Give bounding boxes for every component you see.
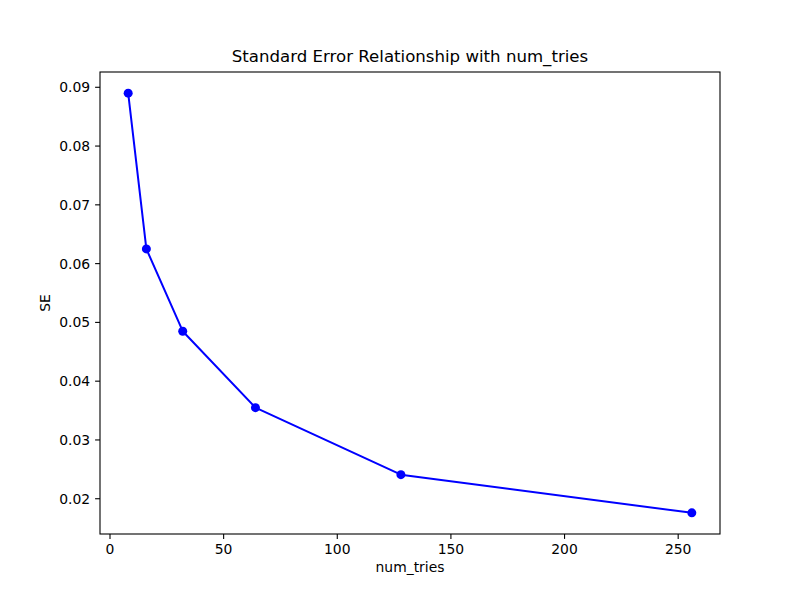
data-point-marker: [124, 89, 133, 98]
x-tick-label: 0: [106, 541, 115, 557]
x-tick-label: 50: [215, 541, 233, 557]
data-point-marker: [687, 508, 696, 517]
line-chart: 0 50 100 150 200 250 0.02 0.03 0.04 0.05 0.06 0.07…: [0, 0, 800, 600]
y-tick-label: 0.07: [59, 197, 90, 213]
plot-area: [100, 72, 720, 534]
y-tick-label: 0.05: [59, 314, 90, 330]
data-point-marker: [142, 244, 151, 253]
y-tick-label: 0.08: [59, 138, 90, 154]
data-point-marker: [251, 403, 260, 412]
y-tick-label: 0.04: [59, 373, 90, 389]
y-axis-label: SE: [37, 294, 53, 312]
x-tick-label: 100: [324, 541, 351, 557]
data-point-marker: [396, 470, 405, 479]
y-tick-label: 0.09: [59, 79, 90, 95]
y-tick-label: 0.06: [59, 256, 90, 272]
x-axis-ticks: 0 50 100 150 200 250: [106, 534, 692, 557]
x-tick-label: 250: [665, 541, 692, 557]
x-tick-label: 150: [438, 541, 465, 557]
data-point-marker: [178, 327, 187, 336]
y-axis-ticks: 0.02 0.03 0.04 0.05 0.06 0.07 0.08 0.09: [59, 79, 100, 506]
y-tick-label: 0.03: [59, 432, 90, 448]
x-tick-label: 200: [551, 541, 578, 557]
chart-title: Standard Error Relationship with num_tri…: [232, 47, 588, 67]
y-tick-label: 0.02: [59, 491, 90, 507]
figure: 0 50 100 150 200 250 0.02 0.03 0.04 0.05 0.06 0.07…: [0, 0, 800, 600]
x-axis-label: num_tries: [376, 559, 445, 575]
